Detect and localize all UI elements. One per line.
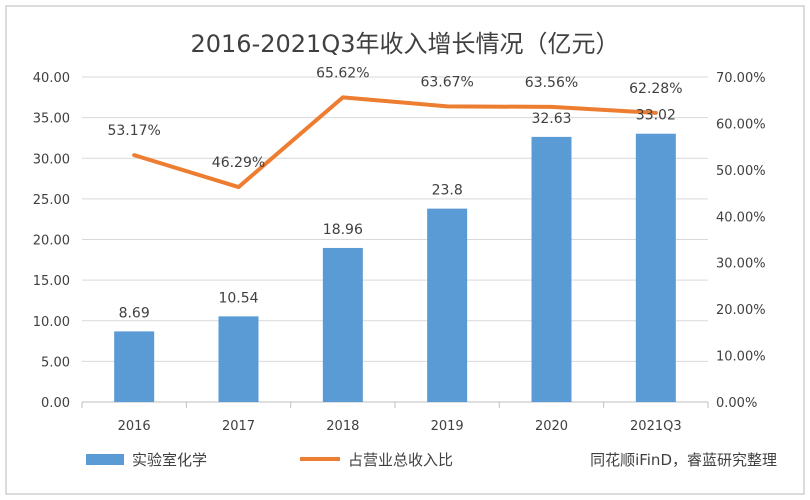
bar <box>635 133 676 402</box>
bar <box>427 208 468 402</box>
x-tick-label: 2017 <box>222 419 255 434</box>
x-tick-label: 2021Q3 <box>630 419 682 434</box>
bar <box>218 316 259 402</box>
line-path <box>132 95 658 190</box>
y-left-tick-label: 0.00 <box>41 396 70 411</box>
x-tick-label: 2019 <box>431 419 464 434</box>
source-note: 同花顺iFinD，睿蓝研究整理 <box>590 451 777 469</box>
y-right-tick-label: 10.00% <box>716 350 766 365</box>
y-left-tick-label: 15.00 <box>33 274 70 289</box>
line-series <box>132 95 658 190</box>
legend-label-bar: 实验室化学 <box>132 451 207 469</box>
line-data-label: 46.29% <box>212 155 265 171</box>
legend-swatch-bar <box>86 454 124 465</box>
bar-series <box>114 133 676 402</box>
y-right-tick-label: 20.00% <box>716 303 766 318</box>
y-right-tick-label: 40.00% <box>716 210 766 225</box>
line-data-label: 65.62% <box>316 65 369 81</box>
bar-data-label: 18.96 <box>323 222 363 238</box>
chart-title: 2016-2021Q3年收入增长情况（亿元） <box>191 30 620 58</box>
x-tick-label: 2020 <box>535 419 568 434</box>
bar-data-label: 10.54 <box>218 290 258 306</box>
bar-data-label: 23.8 <box>432 183 463 199</box>
line-point <box>133 154 135 156</box>
y-left-tick-label: 40.00 <box>33 71 70 86</box>
y-right-tick-label: 30.00% <box>716 257 766 272</box>
bar <box>531 136 572 402</box>
y-left-tick-label: 30.00 <box>33 152 70 167</box>
y-right-tick-label: 50.00% <box>716 164 766 179</box>
data-labels: 8.69 10.54 18.96 23.8 32.63 33.02 53.17% 46.29%… <box>107 65 682 321</box>
line-data-label: 63.67% <box>420 74 473 90</box>
line-data-label: 63.56% <box>525 75 578 91</box>
legend-label-line: 占营业总收入比 <box>348 451 453 469</box>
x-tick-label: 2018 <box>326 419 359 434</box>
axes: 0.00 5.00 10.00 15.00 20.00 25.00 30.00 35.00 40… <box>33 71 766 434</box>
gridlines <box>82 76 708 362</box>
y-left-tick-label: 10.00 <box>33 315 70 330</box>
y-right-tick-label: 60.00% <box>716 117 766 132</box>
y-right-tick-label: 70.00% <box>716 71 766 86</box>
bar <box>322 247 363 402</box>
line-data-label: 53.17% <box>107 123 160 139</box>
y-left-tick-label: 25.00 <box>33 193 70 208</box>
line-point <box>551 106 552 108</box>
bar-data-label: 32.63 <box>531 111 571 127</box>
legend: 实验室化学 占营业总收入比 <box>86 451 453 469</box>
bar <box>114 331 155 402</box>
line-point <box>446 105 448 107</box>
line-point <box>238 186 239 188</box>
line-point <box>655 112 657 114</box>
bar-data-label: 8.69 <box>119 305 150 321</box>
line-point <box>342 96 344 98</box>
y-right-tick-label: 0.00% <box>716 396 757 411</box>
y-left-tick-label: 5.00 <box>41 355 70 370</box>
line-data-label: 62.28% <box>629 81 682 97</box>
bar-data-label: 33.02 <box>636 108 676 124</box>
y-left-tick-label: 20.00 <box>33 234 70 249</box>
y-left-tick-label: 35.00 <box>33 112 70 127</box>
x-tick-label: 2016 <box>118 419 151 434</box>
